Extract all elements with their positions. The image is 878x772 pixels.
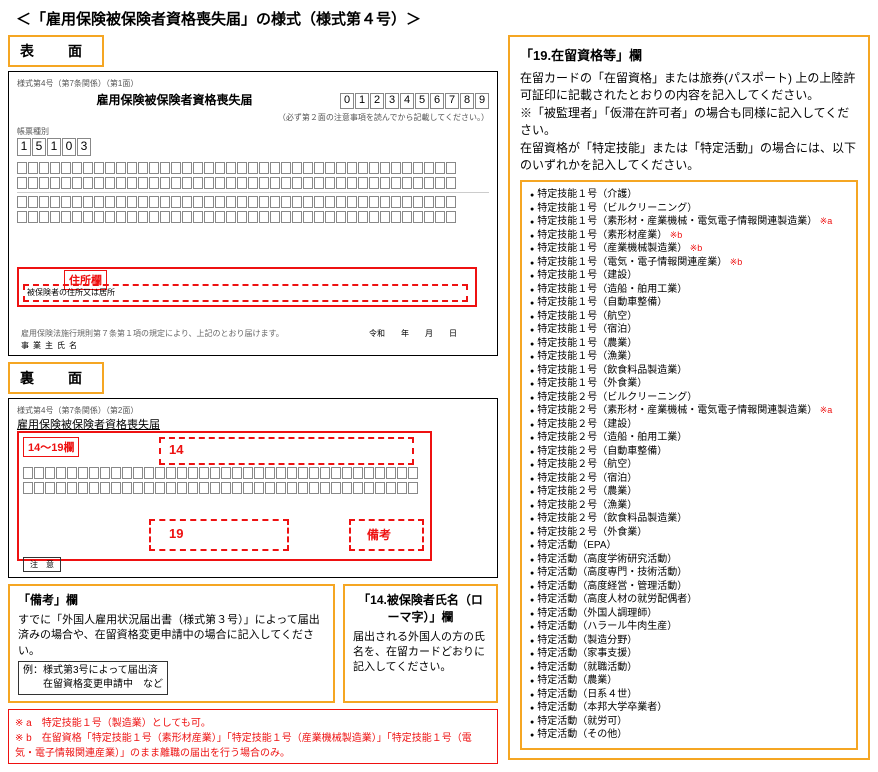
footnote-b: ※ b 在留資格「特定技能１号（素形材産業）」「特定技能１号（産業機械製造業）」… xyxy=(15,729,491,759)
qualification-item: 特定技能２号（ビルクリーニング） xyxy=(530,391,848,405)
qualification-item: 特定活動（本邦大学卒業者） xyxy=(530,701,848,715)
front-form-diagram: 様式第4号（第7条関係）（第1面） 雇用保険被保険者資格喪失届 01234567… xyxy=(8,71,498,356)
qualification-item: 特定技能１号（自動車整備） xyxy=(530,296,848,310)
qualification-item: 特定技能１号（素形材・産業機械・電気電子情報関連製造業） ※a xyxy=(530,215,848,229)
name-heading: 「14.被保険者氏名（ローマ字）」欄 xyxy=(353,592,488,626)
num-19: 19 xyxy=(169,526,183,541)
address-field-label: 被保険者の住所又は居所 xyxy=(27,287,115,298)
qualification-item: 特定技能２号（航空） xyxy=(530,458,848,472)
section-14-19-tag: 14～19欄 xyxy=(23,437,79,457)
back-form-diagram: 様式第4号（第7条関係）（第2面） 雇用保険被保険者資格喪失届 14～19欄 1… xyxy=(8,398,498,578)
left-column: 表 面 様式第4号（第7条関係）（第1面） 雇用保険被保険者資格喪失届 0123… xyxy=(8,35,498,764)
back-face-label: 裏 面 xyxy=(8,362,104,394)
qualification-item: 特定技能１号（建設） xyxy=(530,269,848,283)
right-inner-box: 特定技能１号（介護）特定技能１号（ビルクリーニング）特定技能１号（素形材・産業機… xyxy=(520,180,858,750)
sample-value-cells: 15103 xyxy=(17,138,489,156)
right-para3: 在留資格が「特定技能」または「特定活動」の場合には、以下のいずれかを記入してくだ… xyxy=(520,140,858,175)
qualification-item: 特定技能１号（宿泊） xyxy=(530,323,848,337)
qualification-item: 特定活動（高度専門・技術活動） xyxy=(530,566,848,580)
qualification-item: 特定技能１号（航空） xyxy=(530,310,848,324)
qualification-item: 特定技能２号（造船・舶用工業） xyxy=(530,431,848,445)
qualification-item: 特定活動（製造分野） xyxy=(530,634,848,648)
qualification-item: 特定技能１号（造船・舶用工業） xyxy=(530,283,848,297)
qualification-item: 特定活動（ハラール牛肉生産） xyxy=(530,620,848,634)
qualification-item: 特定技能２号（自動車整備） xyxy=(530,445,848,459)
biko-text: すでに「外国人雇用状況届出書（様式第３号）」によって届出済みの場合や、在留資格変… xyxy=(18,613,325,659)
biko-tag: 備考 xyxy=(367,526,391,543)
back-stub xyxy=(23,467,418,497)
owner-line: 事業主氏名 xyxy=(21,340,81,351)
num-14: 14 xyxy=(169,442,183,457)
qualification-item: 特定技能１号（素形材産業） ※b xyxy=(530,229,848,243)
right-para2: ※「被監理者」「仮滞在許可者」の場合も同様に記入してください。 xyxy=(520,105,858,140)
biko-info-box: 「備考」欄 すでに「外国人雇用状況届出書（様式第３号）」によって届出済みの場合や… xyxy=(8,584,335,703)
form-title-front: 雇用保険被保険者資格喪失届 xyxy=(17,91,332,108)
right-column: 「19.在留資格等」欄 在留カードの「在留資格」または旅券(パスポート) 上の上… xyxy=(508,35,870,764)
qualification-item: 特定技能２号（農業） xyxy=(530,485,848,499)
qualification-item: 特定活動（農業） xyxy=(530,674,848,688)
qualification-item: 特定技能１号（ビルクリーニング） xyxy=(530,202,848,216)
form-type-label: 帳票種別 xyxy=(17,127,49,136)
sample-digits: 0123456789 xyxy=(340,93,489,109)
right-outer-box: 「19.在留資格等」欄 在留カードの「在留資格」または旅券(パスポート) 上の上… xyxy=(508,35,870,760)
qualification-item: 特定技能２号（漁業） xyxy=(530,499,848,513)
qualification-list: 特定技能１号（介護）特定技能１号（ビルクリーニング）特定技能１号（素形材・産業機… xyxy=(530,188,848,742)
right-para1: 在留カードの「在留資格」または旅券(パスポート) 上の上陸許可証印に記載されたと… xyxy=(520,70,858,105)
biko-example: 例：様式第3号によって届出済 在留資格変更申請中 など xyxy=(18,661,168,695)
qualification-item: 特定活動（その他） xyxy=(530,728,848,742)
info-boxes: 「備考」欄 すでに「外国人雇用状況届出書（様式第３号）」によって届出済みの場合や… xyxy=(8,584,498,703)
qualification-item: 特定技能２号（素形材・産業機械・電気電子情報関連製造業） ※a xyxy=(530,404,848,418)
qualification-item: 特定活動（EPA） xyxy=(530,539,848,553)
right-heading: 「19.在留資格等」欄 xyxy=(520,45,858,64)
qualification-item: 特定活動（外国人調理師） xyxy=(530,607,848,621)
qualification-item: 特定活動（就職活動） xyxy=(530,661,848,675)
qualification-item: 特定技能１号（産業機械製造業） ※b xyxy=(530,242,848,256)
qualification-item: 特定活動（家事支援） xyxy=(530,647,848,661)
footer-note: 雇用保険法施行規則第７条第１項の規定により、上記のとおり届けます。 xyxy=(21,328,284,339)
stub-rows xyxy=(17,162,489,223)
qualification-item: 特定技能２号（外食業） xyxy=(530,526,848,540)
caution-mark: 注 意 xyxy=(23,557,61,572)
page-title: ＜「雇用保険被保険者資格喪失届」の様式（様式第４号）＞ xyxy=(16,8,870,29)
qualification-item: 特定技能２号（建設） xyxy=(530,418,848,432)
qualification-item: 特定技能１号（漁業） xyxy=(530,350,848,364)
date-line: 令和 年 月 日 xyxy=(369,328,457,339)
qualification-item: 特定活動（高度人材の就労配偶者） xyxy=(530,593,848,607)
two-column-layout: 表 面 様式第4号（第7条関係）（第1面） 雇用保険被保険者資格喪失届 0123… xyxy=(8,35,870,764)
front-face-label: 表 面 xyxy=(8,35,104,67)
qualification-item: 特定活動（日系４世） xyxy=(530,688,848,702)
form-code-front: 様式第4号（第7条関係）（第1面） xyxy=(17,78,489,89)
form-title-back: 雇用保険被保険者資格喪失届 xyxy=(17,416,489,432)
qualification-item: 特定技能１号（電気・電子情報関連産業） ※b xyxy=(530,256,848,270)
footnote-a: ※ a 特定技能１号（製造業）としても可。 xyxy=(15,714,491,729)
footnote-box: ※ a 特定技能１号（製造業）としても可。 ※ b 在留資格「特定技能１号（素形… xyxy=(8,709,498,764)
qualification-item: 特定技能１号（介護） xyxy=(530,188,848,202)
name-info-box: 「14.被保険者氏名（ローマ字）」欄 届出される外国人の方の氏名を、在留カードど… xyxy=(343,584,498,703)
qualification-item: 特定技能２号（飲食料品製造業） xyxy=(530,512,848,526)
qualification-item: 特定活動（高度経営・管理活動） xyxy=(530,580,848,594)
qualification-item: 特定技能２号（宿泊） xyxy=(530,472,848,486)
biko-heading: 「備考」欄 xyxy=(18,592,325,609)
qualification-item: 特定技能１号（農業） xyxy=(530,337,848,351)
form-code-back: 様式第4号（第7条関係）（第2面） xyxy=(17,405,489,416)
qualification-item: 特定技能１号（外食業） xyxy=(530,377,848,391)
small-note: （必ず第２面の注意事項を読んでから記載してください。） xyxy=(17,112,489,123)
qualification-item: 特定活動（高度学術研究活動） xyxy=(530,553,848,567)
dash-14 xyxy=(159,437,414,465)
name-text: 届出される外国人の方の氏名を、在留カードどおりに記入してください。 xyxy=(353,630,488,676)
qualification-item: 特定技能１号（飲食料品製造業） xyxy=(530,364,848,378)
